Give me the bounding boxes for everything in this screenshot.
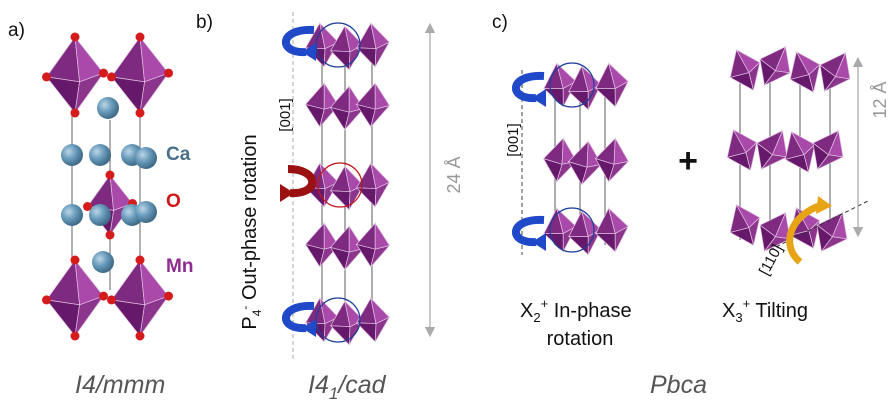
mode-sub: 3 [735,310,742,325]
mode-sub: 4 [250,309,264,316]
plus-sign: + [678,142,698,180]
arrow-head [532,89,546,107]
oxygen [136,256,145,265]
mode-sup: + [541,296,549,311]
ca-atom [97,97,119,119]
octahedron-face [47,77,80,113]
sg-part: I4 [308,371,329,399]
oxygen [107,295,116,304]
octahedron-face [47,37,80,82]
panel-label: a) [8,20,25,41]
mode-part: In-phase [548,300,631,322]
ca-atom [92,251,114,273]
atom-label: O [166,191,181,212]
axis-label: [001] [277,98,294,131]
mode-label: X3+ Tilting [722,296,808,325]
space-group: I41/cad [308,371,387,403]
mode-part: P [239,316,261,329]
mode-sup: + [743,296,751,311]
oxygen [164,69,173,78]
rotation-arrow [288,169,312,193]
oxygen [71,332,80,341]
oxygen [164,292,173,301]
octahedron-face [375,83,389,109]
ca-atom [89,144,111,166]
space-group: I4/mmm [75,371,165,399]
oxygen [99,69,108,78]
octahedron-face [357,188,376,207]
figure: a) b) c) Ca O Mn I4/mmm I41/cad Pbca [00… [0,0,888,403]
oxygen [136,332,145,341]
mode-part: Tilting [750,300,808,322]
oxygen [71,256,80,265]
oxygen [106,231,115,240]
ca-atom [89,204,111,226]
ca-atom [135,147,157,169]
oxygen [42,295,51,304]
oxygen [136,109,145,118]
space-group: Pbca [650,371,707,399]
octahedron-face [112,37,145,82]
octahedron-face [112,300,145,336]
mode-part: X [520,300,533,322]
sg-sub: 1 [329,384,338,403]
atom-label: Mn [166,256,193,277]
mode-part: Out-phase rotation [239,134,261,305]
ca-atom [61,144,83,166]
mode-label: X2+ In-phase [520,296,632,325]
oxygen [107,72,116,81]
sg-part: /cad [336,371,386,399]
panel-label: c) [492,12,508,33]
mode-sub: 2 [533,310,540,325]
panel-label: b) [196,12,213,33]
oxygen [106,171,115,180]
octahedron-face [112,260,145,305]
length-label: 12 Å [870,81,888,118]
oxygen [71,33,80,42]
octahedron-face [47,300,80,336]
octahedron-face [375,223,389,249]
oxygen [71,109,80,118]
oxygen [136,33,145,42]
ca-atom [61,204,83,226]
mode-label: P4- Out-phase rotation [238,134,264,329]
length-label: 24 Å [444,156,464,193]
mode-part: X [722,300,735,322]
octahedron-face [596,234,615,252]
ca-atom [135,201,157,223]
octahedron-face [614,138,628,164]
axis-label: [001] [505,123,522,156]
oxygen [99,292,108,301]
mode-label: rotation [547,328,614,350]
atom-label: Ca [166,144,191,165]
arrow-head [532,233,546,251]
arrow-head [280,184,294,202]
oxygen [42,72,51,81]
axis-label: [110] [756,242,786,278]
octahedron-face [47,260,80,305]
